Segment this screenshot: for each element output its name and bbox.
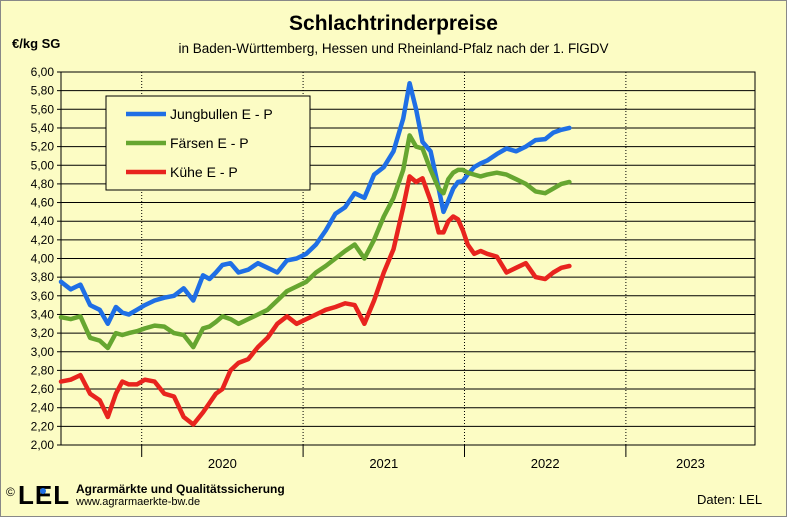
series-line-1	[58, 133, 572, 351]
y-tick-label: 2,40	[31, 401, 55, 415]
y-tick-label: 5,00	[31, 158, 55, 172]
y-tick-label: 3,60	[31, 289, 55, 303]
legend-label: Kühe E - P	[170, 164, 238, 180]
y-tick-label: 3,00	[31, 345, 55, 359]
copyright-symbol: ©	[6, 485, 15, 499]
legend-label: Jungbullen E - P	[170, 106, 273, 122]
y-tick-label: 2,00	[31, 438, 55, 452]
logo-text: LEL	[18, 480, 70, 510]
data-source: Daten: LEL	[697, 492, 763, 507]
y-tick-label: 3,20	[31, 326, 55, 340]
x-year-label: 2022	[531, 456, 560, 471]
y-tick-label: 4,20	[31, 233, 55, 247]
y-tick-label: 5,20	[31, 140, 55, 154]
y-tick-label: 3,80	[31, 270, 55, 284]
legend-label: Färsen E - P	[170, 135, 249, 151]
x-year-label: 2020	[208, 456, 237, 471]
chart-title: Schlachtrinderpreise	[289, 12, 498, 35]
chart-subtitle: in Baden-Württemberg, Hessen und Rheinla…	[178, 41, 609, 56]
chart-plot: 2,00 2,20 2,40 2,60 2,80 3,00 3,20 3,40 3,60 3,80…	[31, 65, 756, 471]
series-line-2	[58, 174, 572, 427]
y-tick-label: 5,60	[31, 102, 55, 116]
y-tick-label: 4,00	[31, 252, 55, 266]
website-link[interactable]: www.agrarmaerkte-bw.de	[76, 496, 201, 508]
organization-name: Agrarmärkte und Qualitätssicherung	[76, 482, 285, 496]
y-tick-label: 5,80	[31, 84, 55, 98]
y-tick-label: 3,40	[31, 307, 55, 321]
x-year-label: 2021	[369, 456, 398, 471]
y-tick-label: 2,20	[31, 419, 55, 433]
y-tick-label: 4,60	[31, 196, 55, 210]
y-tick-label: 5,40	[31, 121, 55, 135]
y-tick-label: 6,00	[31, 65, 55, 79]
y-tick-label: 2,80	[31, 363, 55, 377]
lel-logo: © LEL	[6, 480, 70, 510]
y-tick-label: 4,40	[31, 214, 55, 228]
x-year-label: 2023	[676, 456, 705, 471]
logo-dot	[40, 488, 46, 494]
y-tick-label: 4,80	[31, 177, 55, 191]
y-tick-label: 2,60	[31, 382, 55, 396]
y-axis-unit-label: €/kg SG	[12, 36, 61, 51]
series-line-0	[58, 80, 572, 327]
